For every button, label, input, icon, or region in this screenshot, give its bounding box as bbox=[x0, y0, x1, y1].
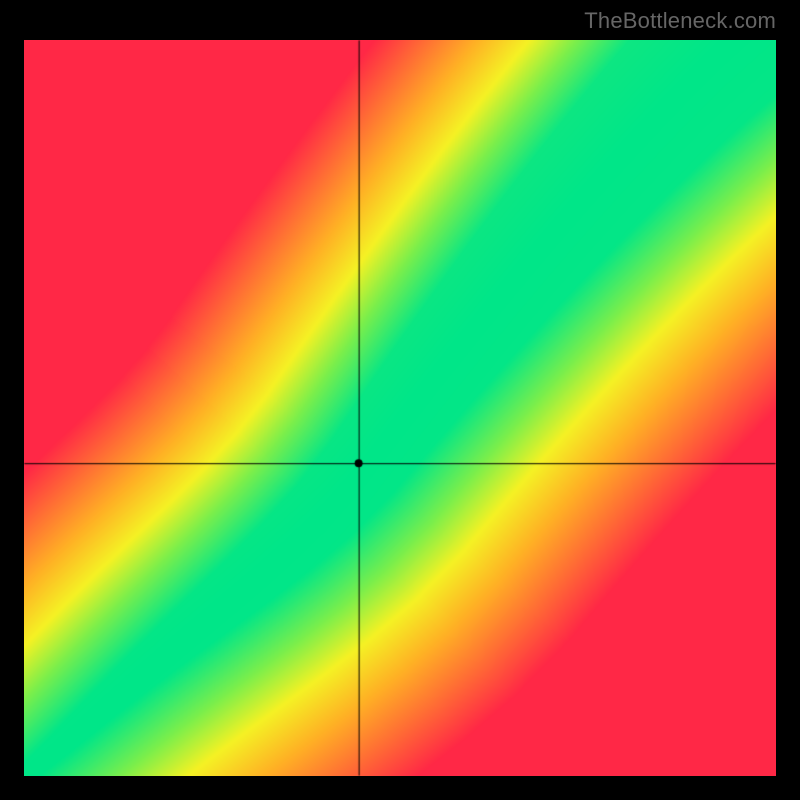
page-root: TheBottleneck.com bbox=[0, 0, 800, 800]
plot-frame bbox=[24, 40, 776, 776]
watermark-text: TheBottleneck.com bbox=[584, 8, 776, 34]
heatmap-canvas bbox=[24, 40, 776, 776]
